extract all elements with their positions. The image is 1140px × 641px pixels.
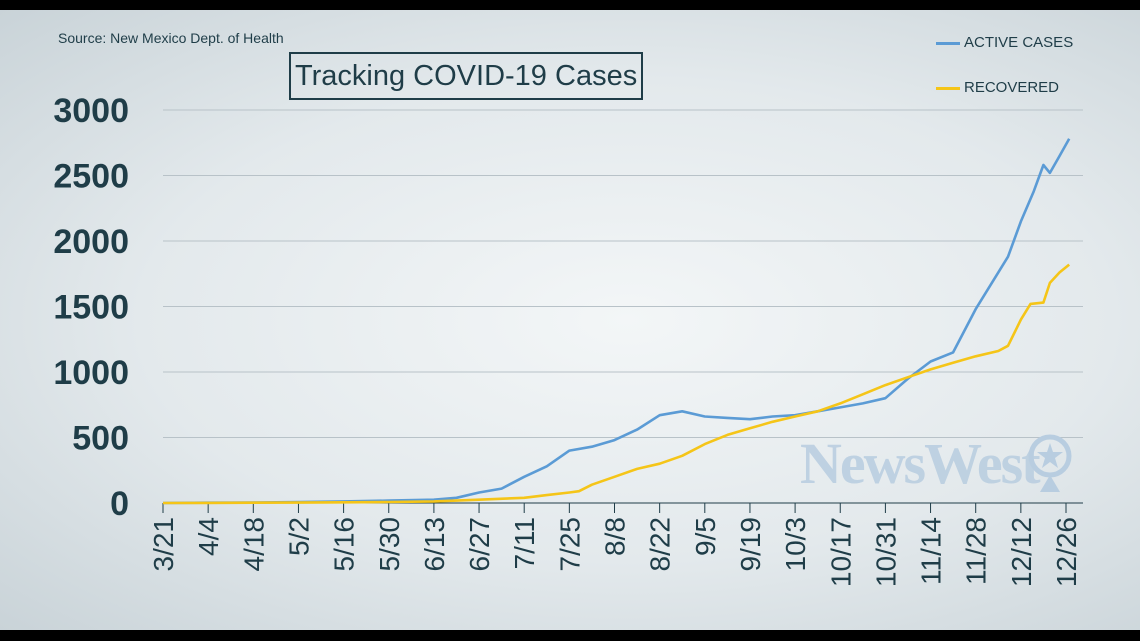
x-tick-label: 11/14	[916, 517, 947, 585]
x-tick-label: 9/19	[735, 517, 766, 572]
newswest-star-icon	[1028, 434, 1072, 492]
x-tick-label: 3/21	[148, 517, 179, 572]
legend-swatch-active	[936, 41, 960, 45]
x-tick-label: 9/5	[690, 517, 721, 556]
legend-item-recovered: RECOVERED	[936, 79, 1059, 96]
newswest-logo: NewsWest	[800, 431, 1041, 496]
x-tick-label: 7/25	[554, 517, 585, 572]
x-tick-label: 10/17	[825, 517, 856, 587]
x-tick-label: 10/3	[780, 517, 811, 572]
x-tick-label: 12/12	[1006, 517, 1037, 587]
y-tick-label: 1500	[53, 289, 129, 327]
legend-label-active: ACTIVE CASES	[964, 34, 1074, 51]
x-tick-label: 11/28	[961, 517, 992, 585]
series-line-recovered	[162, 263, 1071, 505]
x-tick-label: 8/22	[645, 517, 676, 572]
x-tick-label: 4/18	[238, 517, 269, 572]
x-tick-label: 7/11	[509, 517, 540, 569]
y-tick-label: 1000	[53, 354, 129, 392]
legend-item-active: ACTIVE CASES	[936, 34, 1073, 51]
y-tick-label: 500	[72, 420, 129, 458]
line-chart: 0 500 1000 1500 2000 2500 3000 3/21 4/4 4/18 5/2 5/…	[53, 92, 1083, 587]
x-tick-label: 12/26	[1051, 517, 1082, 587]
x-tick-label: 5/16	[329, 517, 360, 572]
y-tick-label: 0	[110, 485, 129, 523]
x-tick-label: 10/31	[870, 517, 901, 587]
y-tick-label: 2000	[53, 223, 129, 261]
x-tick-label: 5/30	[374, 517, 405, 572]
x-tick-label: 6/27	[464, 517, 495, 572]
series-line-active-cases	[162, 138, 1071, 505]
y-tick-label: 2500	[53, 158, 129, 196]
legend-label-recovered: RECOVERED	[964, 79, 1060, 96]
x-tick-label: 5/2	[283, 517, 314, 556]
legend-swatch-recovered	[936, 86, 960, 90]
source-credit: Source: New Mexico Dept. of Health	[58, 30, 284, 46]
chart-canvas: Source: New Mexico Dept. of Health Track…	[0, 10, 1140, 630]
chart-title: Tracking COVID-19 Cases	[289, 52, 644, 100]
x-tick-label: 6/13	[419, 517, 450, 572]
x-tick-label: 8/8	[600, 517, 631, 556]
y-tick-label: 3000	[53, 92, 129, 130]
x-tick-label: 4/4	[193, 517, 224, 556]
